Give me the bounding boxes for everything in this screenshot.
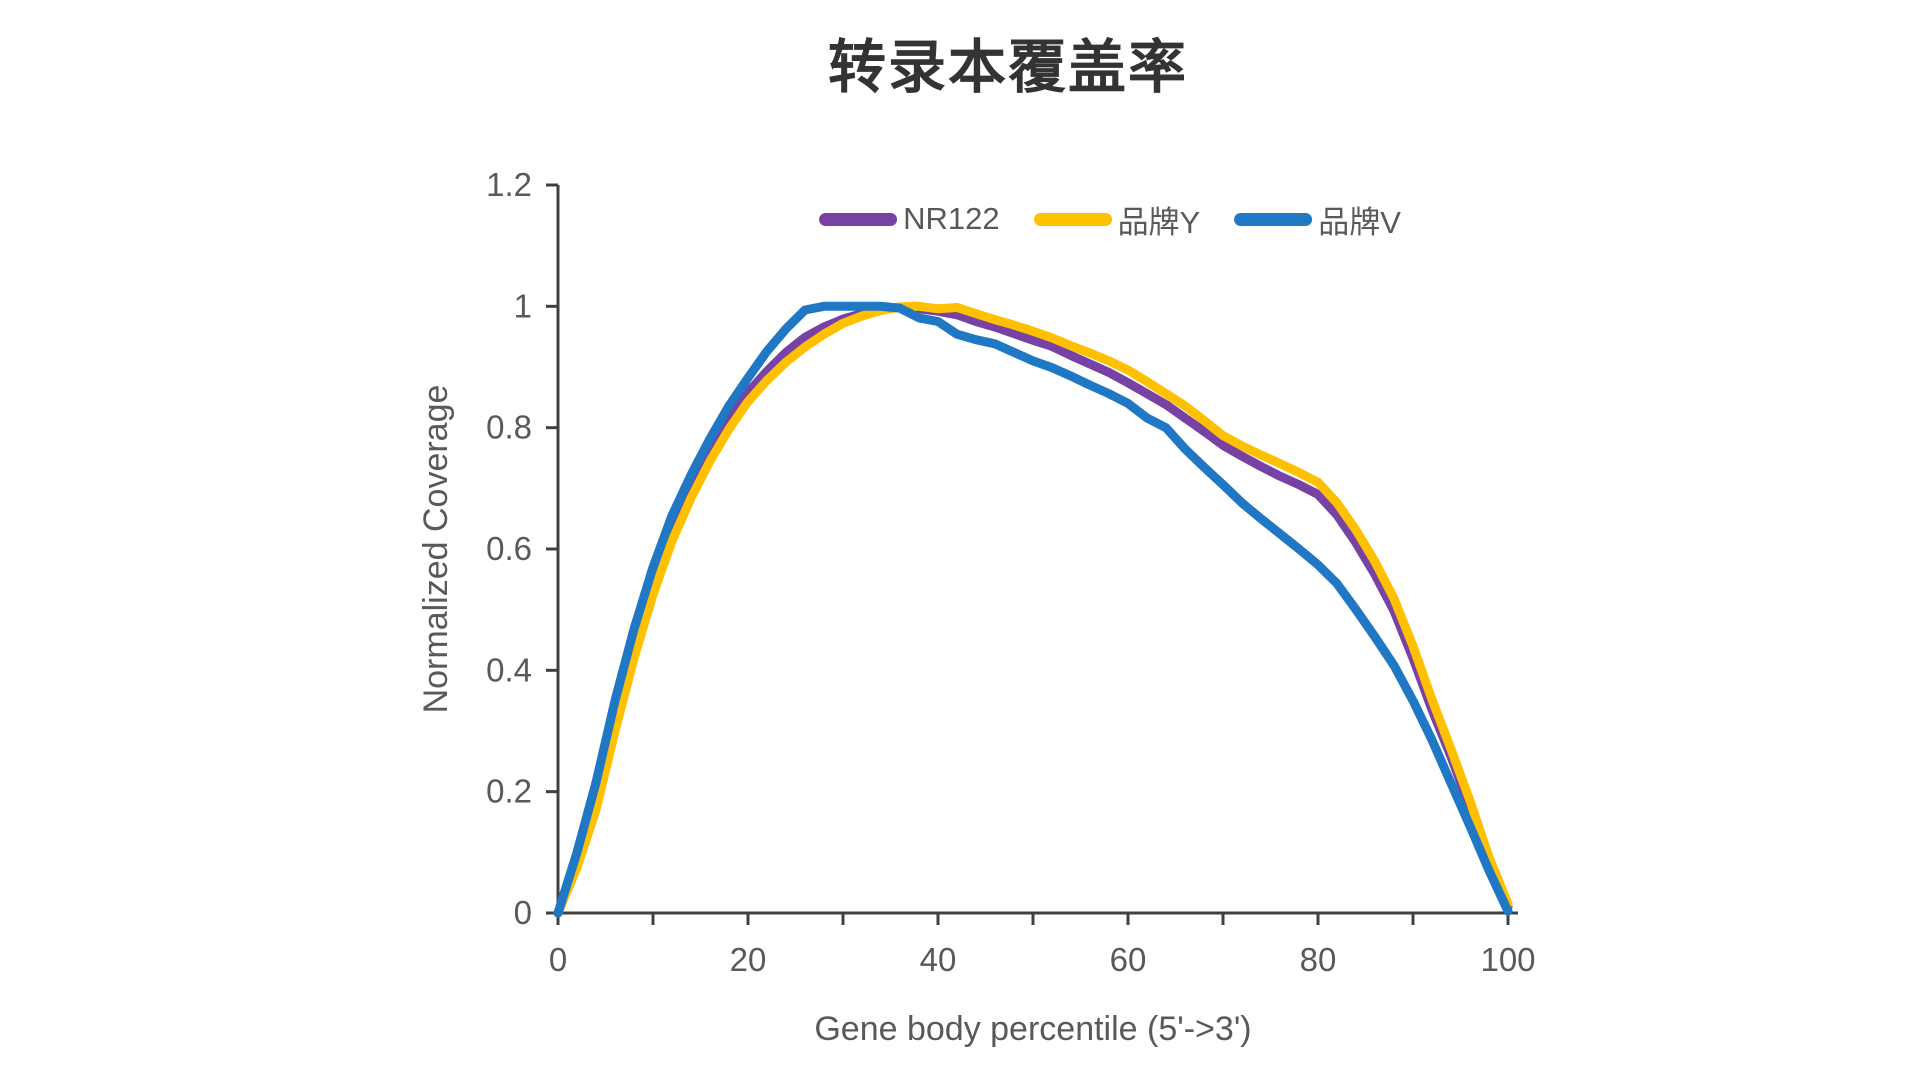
x-tick-label: 80 (1300, 941, 1337, 978)
legend: NR122 品牌Y 品牌V (819, 201, 1401, 240)
legend-item-brand-v: 品牌V (1234, 197, 1401, 242)
legend-swatch-brand-y (1033, 212, 1112, 226)
legend-swatch-brand-v (1234, 212, 1313, 226)
y-tick-label: 0.6 (486, 530, 532, 567)
axes (556, 185, 1518, 915)
series-line-1 (553, 301, 1513, 918)
legend-label-nr122: NR122 (903, 201, 1000, 236)
axis-ticks (546, 183, 1510, 925)
legend-label-brand-v: 品牌V (1318, 204, 1401, 240)
x-axis-title: Gene body percentile (5'->3') (814, 1010, 1251, 1048)
x-tick-label: 40 (920, 941, 957, 978)
y-tick-label: 0.8 (486, 409, 532, 446)
legend-swatch-nr122 (819, 212, 898, 226)
y-tick-label: 1 (514, 287, 532, 324)
y-axis-title: Normalized Coverage (417, 385, 455, 714)
series-line-0 (553, 302, 1513, 918)
legend-label-brand-y: 品牌Y (1117, 204, 1201, 240)
chart-title: 转录本覆盖率 (827, 35, 1189, 100)
x-tick-label: 100 (1480, 941, 1535, 978)
series-lines (553, 301, 1513, 918)
y-tick-label: 0.2 (486, 773, 532, 810)
axis-tick-labels: 0 0.2 0.4 0.6 0.8 1 1.2 0 20 40 60 80 100 (486, 166, 1535, 978)
x-tick-label: 20 (730, 941, 767, 978)
legend-item-brand-y: 品牌Y (1033, 197, 1201, 242)
y-tick-label: 0 (514, 894, 532, 931)
series-line-2 (553, 301, 1513, 918)
y-tick-label: 1.2 (486, 166, 532, 203)
axis-lines (556, 185, 1518, 915)
x-tick-label: 60 (1110, 941, 1147, 978)
x-tick-label: 0 (549, 941, 567, 978)
legend-item-nr122: NR122 (819, 201, 1000, 237)
y-tick-label: 0.4 (486, 651, 532, 688)
